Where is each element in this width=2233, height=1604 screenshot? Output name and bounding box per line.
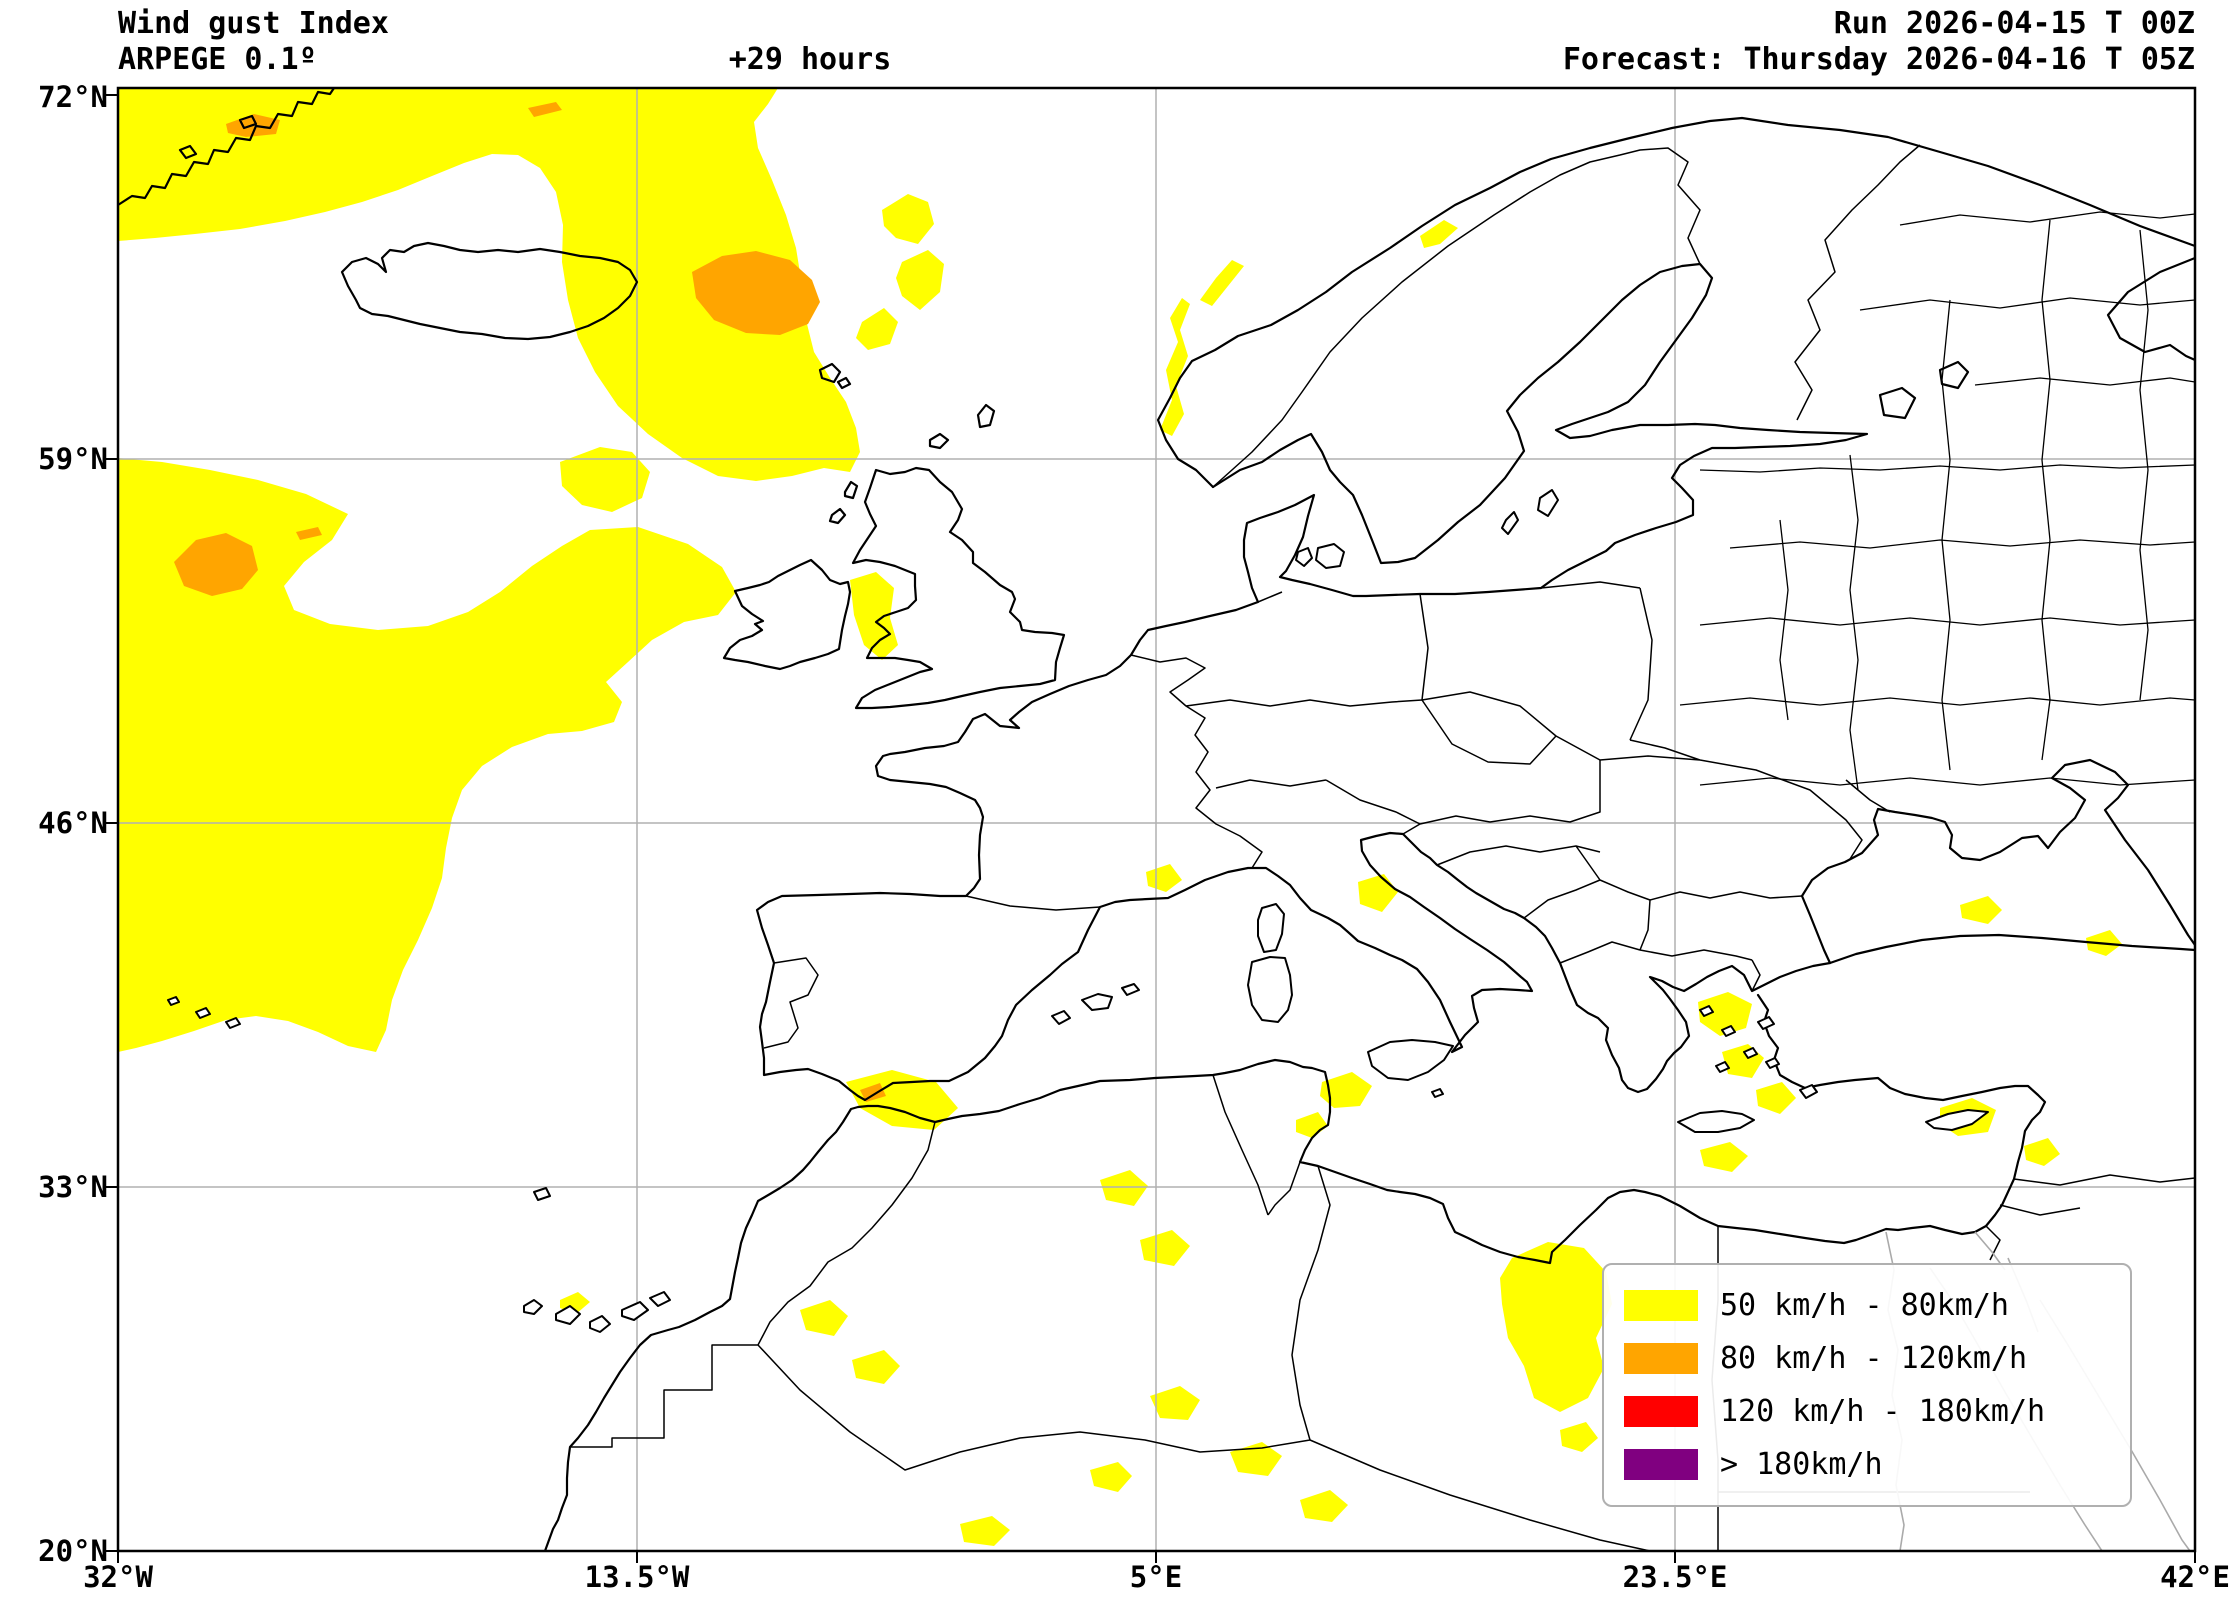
legend-item-120-180: 120 km/h - 180km/h — [1624, 1394, 2110, 1429]
axis-tick-marks — [106, 94, 2196, 1563]
lat-tick-46N: 46°N — [38, 806, 108, 840]
lon-tick-235E: 23.5°E — [1622, 1560, 1728, 1594]
legend-swatch-50-80 — [1624, 1290, 1698, 1321]
lon-tick-32W: 32°W — [83, 1560, 153, 1594]
legend-label-50-80: 50 km/h - 80km/h — [1720, 1288, 2009, 1323]
russia-subdivision-borders — [1679, 211, 2195, 791]
legend-swatch-gt-180 — [1624, 1449, 1698, 1480]
lat-tick-72N: 72°N — [38, 80, 108, 114]
page-title: Wind gust Index — [118, 6, 389, 41]
country-borders — [570, 144, 2195, 1551]
legend-swatch-80-120 — [1624, 1343, 1698, 1374]
lon-tick-135W: 13.5°W — [584, 1560, 690, 1594]
lon-tick-5E: 5°E — [1129, 1560, 1183, 1594]
legend-label-120-180: 120 km/h - 180km/h — [1720, 1394, 2046, 1429]
forecast-label: Forecast: Thursday 2026-04-16 T 05Z — [1562, 42, 2195, 77]
lon-tick-42E: 42°E — [2160, 1560, 2230, 1594]
legend-swatch-120-180 — [1624, 1396, 1698, 1427]
legend-item-gt-180: > 180km/h — [1624, 1447, 2110, 1482]
run-label: Run 2026-04-15 T 00Z — [1833, 6, 2195, 41]
lead-time-label: +29 hours — [728, 42, 892, 77]
islands — [167, 489, 1989, 1333]
legend: 50 km/h - 80km/h 80 km/h - 120km/h 120 k… — [1602, 1263, 2132, 1507]
legend-item-50-80: 50 km/h - 80km/h — [1624, 1288, 2110, 1323]
legend-label-80-120: 80 km/h - 120km/h — [1720, 1341, 2028, 1376]
legend-label-gt-180: > 180km/h — [1720, 1447, 1883, 1482]
lat-tick-20N: 20°N — [38, 1534, 108, 1568]
lat-tick-59N: 59°N — [38, 442, 108, 476]
legend-item-80-120: 80 km/h - 120km/h — [1624, 1341, 2110, 1376]
gust-areas-50-80 — [118, 88, 2122, 1546]
lat-tick-33N: 33°N — [38, 1170, 108, 1204]
model-label: ARPEGE 0.1º — [118, 42, 317, 77]
